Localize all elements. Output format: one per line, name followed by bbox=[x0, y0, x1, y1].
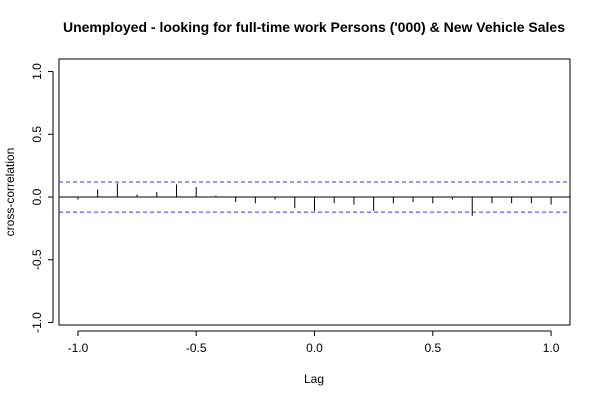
x-axis-label: Lag bbox=[304, 372, 324, 386]
x-axis: -1.0 -0.5 0.0 0.5 1.0 bbox=[68, 330, 560, 355]
chart-title: Unemployed - looking for full-time work … bbox=[63, 19, 565, 35]
x-tick-label: -1.0 bbox=[68, 341, 89, 355]
x-tick-label: 0.5 bbox=[424, 341, 441, 355]
x-tick-label: -0.5 bbox=[186, 341, 207, 355]
y-tick-label: 1.0 bbox=[30, 63, 44, 80]
y-tick-label: 0.5 bbox=[30, 126, 44, 143]
y-axis-label: cross-correlation bbox=[3, 148, 17, 237]
y-tick-label: -1.0 bbox=[30, 312, 44, 333]
y-tick-label: -0.5 bbox=[30, 249, 44, 270]
plot-frame bbox=[58, 58, 571, 326]
x-tick-label: 0.0 bbox=[306, 341, 323, 355]
ccf-bars bbox=[77, 183, 552, 216]
x-tick-label: 1.0 bbox=[543, 341, 560, 355]
confidence-bands bbox=[59, 181, 570, 213]
y-axis: -1.0 -0.5 0.0 0.5 1.0 bbox=[30, 63, 54, 333]
y-tick-label: 0.0 bbox=[30, 188, 44, 205]
